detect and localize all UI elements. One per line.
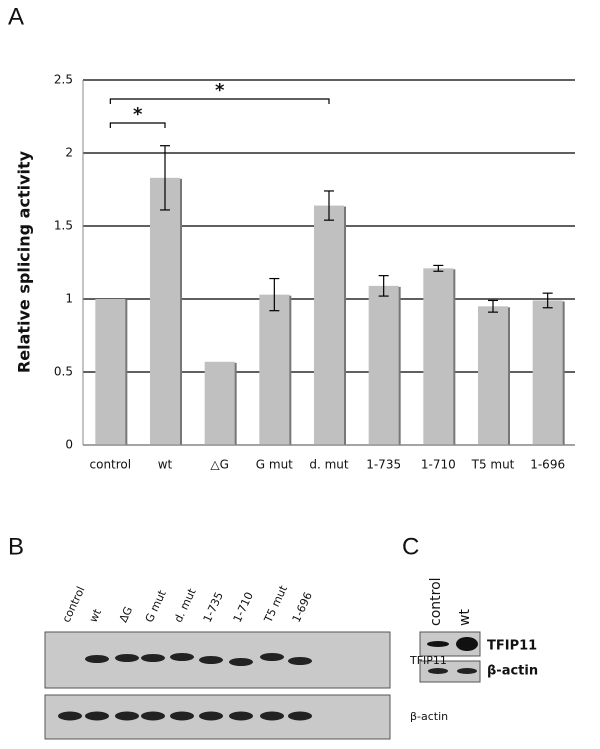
error-bar	[488, 299, 498, 313]
band	[427, 641, 449, 647]
lane-label: wt	[457, 609, 473, 626]
band-label: β-actin	[487, 664, 538, 679]
panel-label: B	[8, 533, 24, 560]
band	[260, 711, 284, 721]
lane-label: ΔG	[117, 604, 136, 624]
band-label: β-actin	[410, 710, 448, 723]
band	[457, 668, 477, 674]
bar	[423, 268, 454, 445]
x-tick-label: d. mut	[309, 458, 349, 472]
x-tick-label: T5 mut	[471, 458, 515, 472]
annotation: *	[215, 80, 225, 101]
x-tick-label: 1-696	[530, 458, 565, 472]
panel-label: A	[8, 3, 24, 30]
band	[58, 711, 82, 721]
band	[199, 656, 223, 664]
bar	[532, 300, 563, 445]
lane-label: control	[60, 584, 88, 624]
band	[141, 654, 165, 662]
bracket	[109, 122, 166, 128]
x-tick-label: wt	[158, 458, 173, 472]
blot	[419, 660, 481, 683]
error-bar	[324, 190, 334, 221]
lane-label: G mut	[143, 588, 169, 625]
band	[85, 655, 109, 663]
bar	[478, 306, 508, 445]
y-tick-label: 1	[65, 292, 73, 306]
lane-label: 1-696	[290, 590, 315, 624]
band	[115, 711, 139, 721]
x-tick-label: G mut	[256, 458, 293, 472]
band	[288, 711, 312, 721]
band	[141, 711, 165, 721]
y-tick-label: 1.5	[54, 219, 73, 233]
error-bar	[378, 275, 389, 297]
band	[428, 668, 448, 674]
bracket	[109, 98, 330, 104]
error-bar	[542, 292, 553, 309]
bar	[204, 361, 235, 445]
y-tick-label: 0	[65, 438, 73, 452]
band	[288, 657, 312, 665]
lane-label: T5 mut	[261, 583, 290, 626]
error-bar	[160, 145, 170, 211]
bar	[368, 285, 399, 445]
band-label: TFIP11	[409, 654, 447, 667]
annotation: *	[133, 104, 143, 125]
x-tick-label: 1-735	[366, 458, 401, 472]
x-tick-label: control	[90, 458, 132, 472]
x-tick-label: △G	[210, 458, 229, 472]
lane-label: wt	[87, 606, 105, 624]
y-tick-label: 0.5	[54, 365, 73, 379]
error-bar	[269, 277, 280, 312]
bar	[259, 294, 290, 445]
lane-label: d. mut	[172, 586, 199, 625]
bar	[95, 299, 126, 445]
y-tick-label: 2	[65, 146, 73, 160]
band	[170, 711, 194, 721]
band	[260, 653, 284, 661]
band	[85, 711, 109, 721]
lane-label: control	[428, 577, 444, 626]
band	[229, 711, 253, 721]
band	[456, 637, 478, 651]
lane-label: 1-710	[231, 590, 256, 624]
band	[170, 653, 194, 661]
panel-label: C	[402, 533, 419, 560]
y-tick-label: 2.5	[54, 73, 73, 87]
band	[115, 654, 139, 662]
x-tick-label: 1-710	[421, 458, 456, 472]
y-axis-label: Relative splicing activity	[15, 150, 34, 373]
lane-label: 1-735	[201, 590, 226, 624]
bar	[150, 177, 180, 445]
band	[229, 658, 253, 666]
bar	[314, 205, 344, 445]
band	[199, 711, 223, 721]
band-label: TFIP11	[487, 639, 537, 654]
error-bar	[433, 264, 444, 272]
